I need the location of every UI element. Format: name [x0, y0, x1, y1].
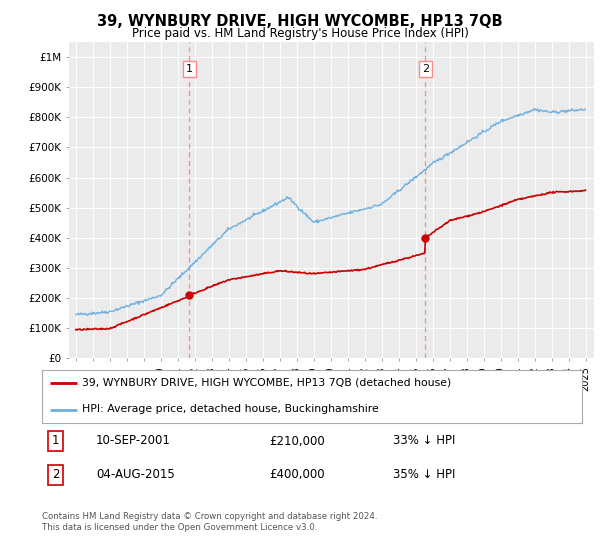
Text: £210,000: £210,000: [269, 435, 325, 447]
Text: 35% ↓ HPI: 35% ↓ HPI: [393, 468, 455, 481]
Text: HPI: Average price, detached house, Buckinghamshire: HPI: Average price, detached house, Buck…: [83, 404, 379, 414]
Text: 39, WYNBURY DRIVE, HIGH WYCOMBE, HP13 7QB: 39, WYNBURY DRIVE, HIGH WYCOMBE, HP13 7Q…: [97, 14, 503, 29]
Text: Price paid vs. HM Land Registry's House Price Index (HPI): Price paid vs. HM Land Registry's House …: [131, 27, 469, 40]
Text: 1: 1: [186, 64, 193, 74]
Text: 2: 2: [422, 64, 429, 74]
Text: 04-AUG-2015: 04-AUG-2015: [96, 468, 175, 481]
Text: £400,000: £400,000: [269, 468, 325, 481]
Text: Contains HM Land Registry data © Crown copyright and database right 2024.
This d: Contains HM Land Registry data © Crown c…: [42, 512, 377, 532]
Text: 2: 2: [52, 468, 59, 481]
Text: 33% ↓ HPI: 33% ↓ HPI: [393, 435, 455, 447]
Text: 39, WYNBURY DRIVE, HIGH WYCOMBE, HP13 7QB (detached house): 39, WYNBURY DRIVE, HIGH WYCOMBE, HP13 7Q…: [83, 378, 452, 388]
Text: 1: 1: [52, 435, 59, 447]
Text: 10-SEP-2001: 10-SEP-2001: [96, 435, 171, 447]
